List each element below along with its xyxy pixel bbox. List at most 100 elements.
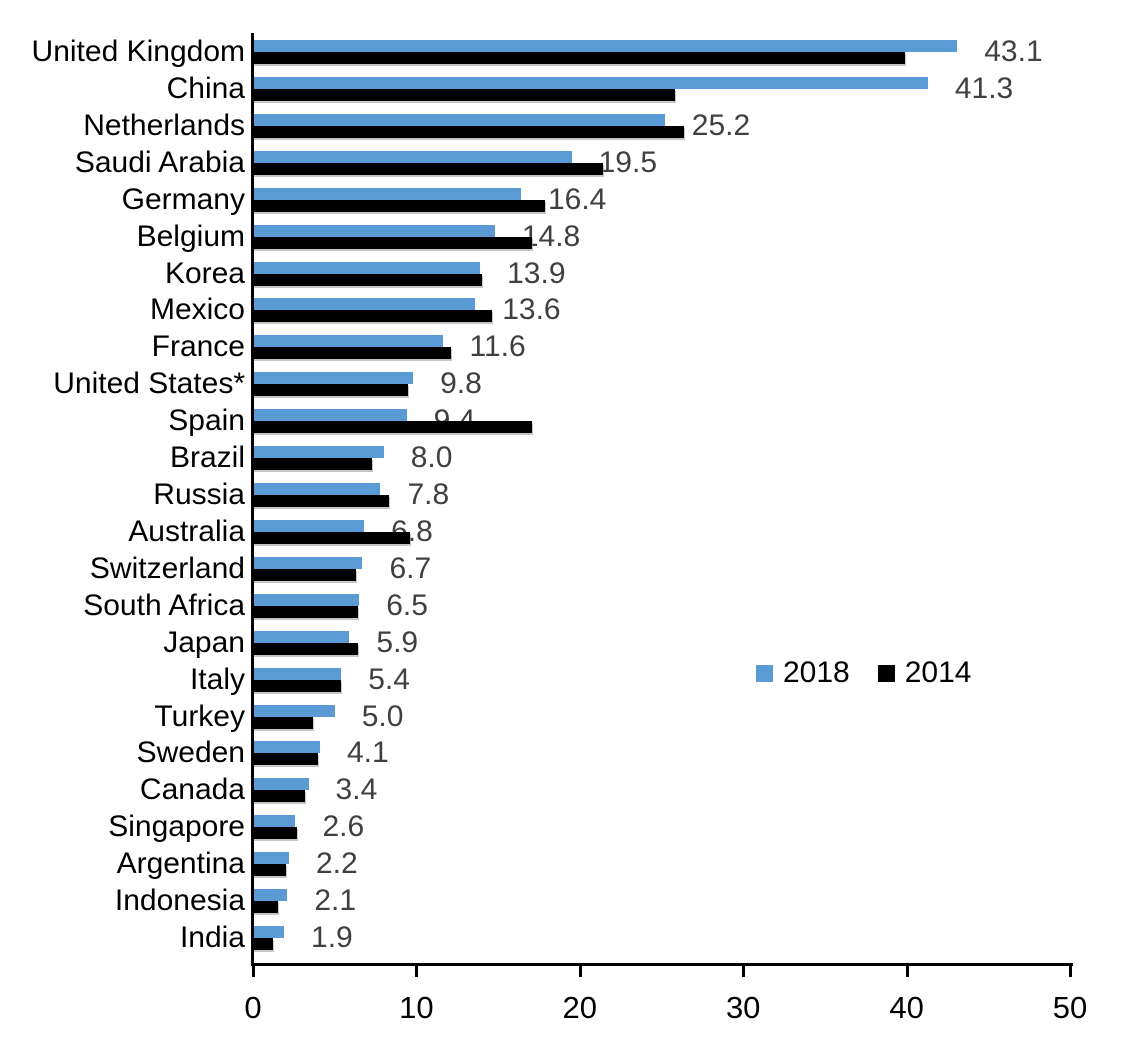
category-label: Singapore (108, 810, 245, 844)
bar-2014 (253, 236, 533, 249)
category-label: Russia (153, 478, 245, 512)
x-tick-mark (415, 963, 419, 977)
bar-2014 (253, 421, 533, 434)
value-label: 6.5 (386, 588, 428, 622)
value-label: 7.8 (407, 478, 450, 512)
value-label: 1.9 (311, 921, 353, 955)
bar-2014 (253, 716, 314, 729)
bar-2018 (253, 519, 365, 532)
x-tick-mark (905, 963, 909, 977)
legend-label-2018: 2018 (783, 656, 850, 689)
value-label: 16.4 (547, 182, 607, 216)
x-tick-label: 0 (244, 990, 262, 1025)
bar-2014 (253, 458, 373, 471)
bar-2018 (253, 224, 495, 237)
category-label: Australia (128, 514, 245, 548)
bar-2018 (253, 815, 296, 828)
bar-2018 (253, 556, 363, 569)
value-label: 11.6 (469, 330, 526, 364)
bar-2014 (253, 495, 389, 508)
legend-swatch-2014-icon (877, 664, 895, 682)
bar-2018 (253, 593, 360, 606)
value-label: 5.0 (361, 699, 404, 733)
value-label: 5.9 (376, 625, 419, 659)
bar-2018 (253, 298, 476, 311)
bar-2018 (253, 630, 350, 643)
x-tick-label: 40 (889, 990, 924, 1025)
value-label: 3.4 (335, 773, 378, 807)
x-tick-label: 50 (1052, 990, 1088, 1025)
x-tick-mark (578, 963, 582, 977)
bar-2018 (253, 446, 384, 459)
x-tick-mark (1069, 963, 1072, 977)
bar-2014 (253, 679, 342, 692)
category-label: South Africa (83, 588, 245, 622)
category-label: United States* (53, 367, 245, 401)
bar-2018 (253, 483, 381, 496)
bar-2018 (253, 667, 342, 680)
x-tick-label: 10 (399, 990, 434, 1025)
bar-2018 (253, 187, 521, 200)
bar-2014 (253, 605, 358, 618)
value-label: 5.4 (368, 662, 410, 696)
bar-2018 (253, 778, 309, 791)
x-tick-label: 30 (725, 990, 761, 1025)
category-label: Canada (139, 773, 245, 807)
bar-2014 (253, 273, 482, 286)
x-axis-line (251, 963, 1073, 966)
category-label: Indonesia (114, 884, 245, 918)
bar-2014 (253, 384, 409, 397)
bar-2014 (253, 52, 905, 64)
category-label: Belgium (136, 219, 245, 253)
bar-2018 (253, 372, 414, 385)
category-label: Germany (121, 182, 245, 216)
bar-2014 (253, 790, 306, 803)
bar-2018 (253, 926, 285, 939)
category-label: India (179, 921, 245, 955)
value-label: 13.6 (502, 293, 561, 327)
legend-item-2018: 2018 (756, 658, 850, 688)
value-label: 6.7 (389, 551, 432, 585)
bar-2018 (253, 150, 572, 163)
category-label: Spain (168, 404, 245, 438)
bar-2014 (253, 642, 358, 655)
value-label: 19.5 (598, 145, 658, 179)
bar-2018 (253, 76, 928, 89)
bar-2014 (253, 568, 356, 581)
x-tick-mark (742, 963, 746, 977)
category-label: Argentina (116, 847, 245, 881)
bar-2014 (253, 162, 603, 175)
legend-item-2014: 2014 (877, 656, 972, 689)
x-tick-label: 20 (562, 990, 598, 1025)
bar-2014 (253, 347, 451, 360)
bar-2014 (253, 938, 273, 951)
value-label: 43.1 (984, 35, 1043, 68)
category-label: Sweden (136, 736, 245, 770)
bar-2014 (253, 199, 546, 212)
bar-2014 (253, 88, 675, 101)
category-label: Brazil (169, 441, 245, 475)
bar-2018 (253, 741, 320, 754)
x-tick-mark (252, 963, 255, 977)
bar-2018 (253, 40, 958, 52)
value-label: 4.1 (346, 736, 389, 770)
bar-2018 (253, 852, 289, 865)
bar-2014 (253, 310, 492, 323)
bar-2018 (253, 335, 443, 348)
category-label: Saudi Arabia (74, 145, 245, 179)
bar-2014 (253, 753, 319, 766)
category-label: France (151, 330, 245, 364)
value-label: 9.8 (440, 367, 482, 401)
legend-label-2014: 2014 (904, 656, 972, 689)
bar-2018 (253, 889, 288, 902)
category-label: Netherlands (83, 108, 245, 142)
legend-swatch-2018-icon (756, 664, 773, 682)
bar-2014 (253, 125, 685, 138)
bar-2018 (253, 261, 481, 274)
value-label: 8.0 (410, 441, 453, 475)
bar-2014 (253, 901, 278, 914)
bar-2018 (253, 409, 407, 422)
value-label: 2.1 (314, 884, 357, 918)
category-label: United Kingdom (31, 35, 245, 68)
